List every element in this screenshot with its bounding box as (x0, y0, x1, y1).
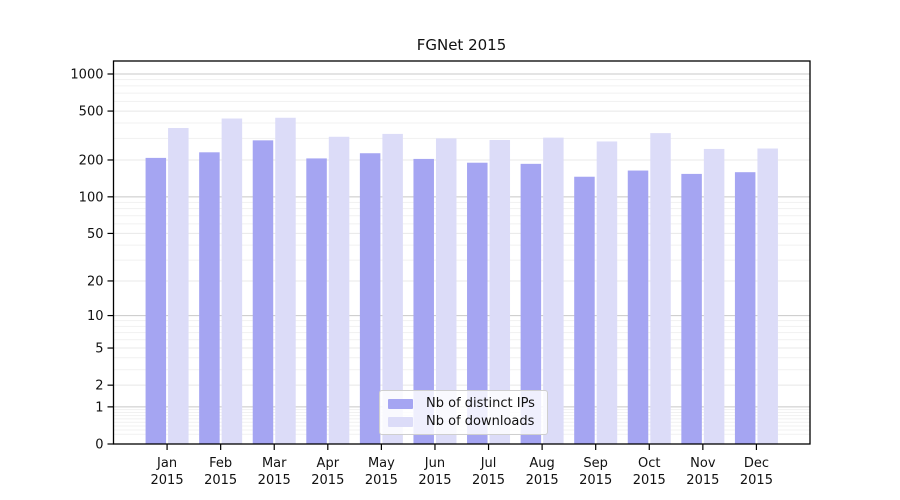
bar-nb-of-downloads-mar (275, 117, 296, 445)
bar-nb-of-distinct-ips-jun (413, 158, 434, 444)
bar-nb-of-distinct-ips-nov (681, 173, 702, 444)
x-tick-label-year: 2015 (472, 473, 505, 488)
bar-nb-of-distinct-ips-jan (145, 157, 167, 444)
bar-nb-of-downloads-apr (328, 136, 350, 444)
bar-nb-of-distinct-ips-apr (306, 158, 327, 444)
x-tick-label-year: 2015 (258, 473, 291, 488)
y-tick-label: 1000 (70, 67, 103, 82)
legend-label-distinct-ips: Nb of distinct IPs (426, 396, 535, 411)
plot-border (112, 60, 811, 445)
bar-nb-of-downloads-jun (435, 138, 457, 445)
x-tick-label-year: 2015 (311, 473, 344, 488)
bar-nb-of-downloads-dec (757, 148, 778, 444)
legend-swatch-distinct-ips-icon (388, 398, 413, 409)
x-tick-label-month: Dec (744, 456, 769, 471)
bar-nb-of-distinct-ips-dec (734, 172, 756, 444)
bar-nb-of-downloads-feb (221, 118, 243, 444)
x-tick-label-month: May (368, 456, 395, 471)
y-tick-label: 0 (95, 438, 103, 453)
bar-nb-of-distinct-ips-mar (252, 140, 274, 445)
legend-item-distinct-ips: Nb of distinct IPs (388, 396, 535, 411)
bar-nb-of-distinct-ips-oct (627, 170, 649, 445)
x-tick-label-year: 2015 (151, 473, 184, 488)
x-tick-label-month: Jan (156, 456, 177, 471)
y-tick-label: 5 (95, 342, 103, 357)
bar-nb-of-distinct-ips-sep (574, 176, 595, 445)
bar-nb-of-distinct-ips-may (359, 153, 381, 444)
bar-nb-of-distinct-ips-jul (467, 162, 488, 444)
x-tick-label-month: Feb (209, 456, 232, 471)
y-tick-label: 2 (95, 379, 103, 394)
y-tick-label: 1 (95, 400, 103, 415)
legend: Nb of distinct IPs Nb of downloads (379, 390, 548, 435)
legend-label-downloads: Nb of downloads (426, 414, 535, 429)
x-tick-label-year: 2015 (365, 473, 398, 488)
x-tick-label-month: Jul (480, 456, 497, 471)
bar-nb-of-downloads-nov (703, 148, 725, 445)
x-tick-label-month: Jun (424, 456, 445, 471)
x-tick-label-month: Apr (317, 456, 340, 471)
x-tick-label-year: 2015 (686, 473, 719, 488)
legend-item-downloads: Nb of downloads (388, 414, 535, 429)
x-tick-label-year: 2015 (418, 473, 451, 488)
bar-nb-of-downloads-jan (168, 128, 189, 445)
x-tick-label-year: 2015 (633, 473, 666, 488)
legend-swatch-downloads-icon (388, 416, 413, 427)
y-tick-label: 500 (79, 105, 104, 120)
y-tick-label: 20 (87, 274, 104, 289)
x-tick-label-month: Oct (638, 456, 660, 471)
bar-nb-of-downloads-aug (543, 137, 564, 444)
x-tick-label-year: 2015 (204, 473, 237, 488)
x-tick-label-month: Nov (690, 456, 716, 471)
x-tick-label-month: Sep (583, 456, 608, 471)
x-tick-label-year: 2015 (579, 473, 612, 488)
y-tick-label: 10 (87, 309, 104, 324)
y-tick-label: 50 (87, 227, 104, 242)
bar-nb-of-downloads-oct (650, 133, 671, 444)
x-tick-label-month: Mar (262, 456, 287, 471)
y-tick-label: 200 (79, 153, 104, 168)
x-tick-label-month: Aug (529, 456, 554, 471)
bar-nb-of-distinct-ips-aug (520, 163, 542, 444)
y-tick-label: 100 (79, 190, 104, 205)
chart-title: FGNet 2015 (416, 36, 507, 54)
x-tick-label-year: 2015 (740, 473, 773, 488)
bar-nb-of-downloads-jul (489, 139, 511, 444)
x-tick-label-year: 2015 (526, 473, 559, 488)
bar-nb-of-downloads-sep (596, 141, 618, 444)
bar-nb-of-downloads-may (382, 133, 403, 444)
bar-nb-of-distinct-ips-feb (199, 152, 220, 444)
